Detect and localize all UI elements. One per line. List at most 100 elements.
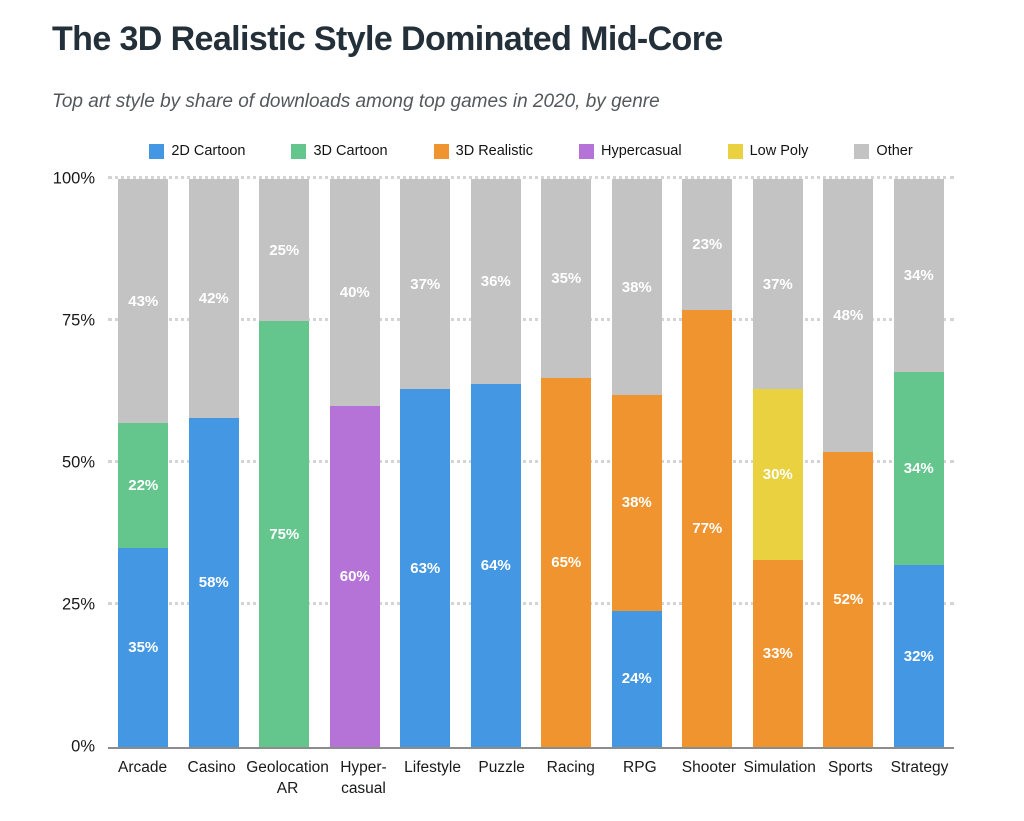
x-tick-label-arcade: Arcade (117, 759, 168, 777)
gridline (108, 602, 954, 606)
chart-subtitle: Top art style by share of downloads amon… (52, 91, 660, 113)
segment-value-label: 65% (551, 554, 582, 571)
bar-cell-shooter: 77% 23% (672, 179, 743, 748)
bar-cell-hyper-casual: 60% 40% (320, 179, 391, 748)
x-tick-label-geolocation-ar: Geolocation AR (246, 759, 329, 798)
segment-value-label: 64% (480, 556, 511, 574)
segment-value-label: 32% (903, 647, 934, 665)
bar-racing: 65% 35% (541, 179, 592, 748)
y-tick-label: 75% (61, 311, 95, 330)
segment-value-label: 75% (269, 525, 300, 543)
bar-segment-other: 37% (752, 179, 803, 390)
y-tick-label: 25% (61, 595, 95, 614)
bar-segment-3d-cartoon: 34% (893, 372, 944, 566)
segment-value-label: 58% (198, 573, 229, 591)
bar-segment-other: 35% (541, 179, 592, 378)
x-tick-label-lifestyle: Lifestyle (404, 759, 461, 777)
legend: 2D Cartoon 3D Cartoon 3D Realistic Hypercas… (108, 143, 954, 159)
chart-title: The 3D Realistic Style Dominated Mid-Cor… (52, 20, 723, 58)
bar-segment-other: 38% (611, 179, 662, 395)
bar-segment-hypercasual: 60% (329, 406, 380, 748)
legend-item-3d-realistic: 3D Realistic (433, 143, 533, 160)
bar-cell-lifestyle: 63% 37% (390, 179, 461, 748)
bar-segment-other: 48% (823, 179, 874, 452)
bar-cell-racing: 65% 35% (531, 179, 602, 748)
bar-cell-casino: 58% 42% (179, 179, 250, 748)
bar-segment-3d-cartoon: 22% (118, 423, 169, 549)
x-tick-label-casino: Casino (187, 759, 236, 777)
x-tick-label-hyper-casual: Hyper- casual (340, 759, 387, 798)
bar-segment-3d-realistic: 65% (541, 377, 592, 748)
chart-page: The 3D Realistic Style Dominated Mid-Cor… (52, 20, 955, 800)
bar-segment-2d-cartoon: 32% (893, 565, 944, 748)
legend-item-low-poly: Low Poly (727, 143, 809, 160)
legend-swatch-3d-cartoon (291, 143, 307, 159)
segment-value-label: 35% (551, 270, 582, 287)
bar-cell-sports: 52% 48% (813, 179, 884, 748)
bar-cell-simulation: 33% 30% 37% (743, 179, 814, 748)
legend-item-other: Other (854, 143, 913, 159)
bar-segment-other: 25% (259, 179, 310, 322)
segment-value-label: 60% (339, 568, 370, 586)
bar-segment-2d-cartoon: 63% (400, 389, 451, 748)
segment-value-label: 23% (692, 235, 723, 253)
y-tick-label: 100% (52, 169, 95, 188)
bar-cell-strategy: 32% 34% 34% (884, 179, 955, 748)
bar-segment-low-poly: 30% (752, 389, 803, 560)
legend-label: 3D Cartoon (313, 143, 388, 160)
bar-puzzle: 64% 36% (470, 179, 521, 748)
x-tick-label-simulation: Simulation (743, 759, 816, 777)
segment-value-label: 33% (762, 644, 793, 662)
bar-segment-3d-realistic: 33% (752, 559, 803, 748)
bar-segment-other: 34% (893, 179, 944, 373)
bar-lifestyle: 63% 37% (400, 179, 451, 748)
bar-geolocation-ar: 75% 25% (259, 179, 310, 748)
plot-area: 0% 25% 50% 75% 100% 35% 22% 43% 58% 42% 75% 25% 60%… (53, 170, 955, 756)
segment-value-label: 34% (903, 460, 934, 478)
x-tick-label-shooter: Shooter (681, 759, 737, 777)
bar-segment-3d-realistic: 77% (682, 309, 733, 748)
legend-swatch-low-poly (727, 143, 743, 159)
bar-cell-rpg: 24% 38% 38% (602, 179, 673, 748)
gridline (108, 318, 954, 322)
x-axis: Arcade Casino Geolocation AR Hyper- casual L… (108, 749, 954, 800)
segment-value-label: 38% (621, 278, 652, 296)
segment-value-label: 77% (692, 519, 723, 537)
segment-value-label: 37% (762, 275, 793, 293)
segment-value-label: 35% (128, 639, 159, 657)
gridline (108, 176, 954, 180)
bar-rpg: 24% 38% 38% (611, 179, 662, 748)
segment-value-label: 25% (269, 241, 300, 259)
legend-swatch-hypercasual (578, 143, 594, 159)
bar-cell-geolocation-ar: 75% 25% (249, 179, 320, 748)
legend-label: 3D Realistic (455, 143, 533, 160)
legend-label: 2D Cartoon (171, 143, 246, 160)
segment-value-label: 36% (480, 272, 511, 290)
bar-segment-2d-cartoon: 24% (611, 610, 662, 748)
bar-casino: 58% 42% (188, 179, 239, 748)
legend-swatch-2d-cartoon (149, 143, 165, 159)
bar-segment-3d-realistic: 52% (823, 451, 874, 748)
legend-item-hypercasual: Hypercasual (578, 143, 682, 160)
segment-value-label: 37% (410, 275, 441, 293)
x-tick-label-puzzle: Puzzle (478, 759, 525, 777)
y-tick-label: 0% (71, 737, 95, 756)
bar-hyper-casual: 60% 40% (329, 179, 380, 748)
legend-label: Low Poly (749, 143, 809, 160)
segment-value-label: 24% (621, 670, 652, 688)
legend-swatch-other (854, 143, 870, 159)
bar-strategy: 32% 34% 34% (893, 179, 944, 748)
x-tick-label-racing: Racing (546, 759, 595, 777)
segment-value-label: 40% (339, 284, 370, 302)
bar-segment-other: 42% (188, 179, 239, 418)
bar-cell-puzzle: 64% 36% (461, 179, 532, 748)
bar-segment-other: 36% (470, 179, 521, 384)
segment-value-label: 43% (128, 292, 159, 310)
bar-arcade: 35% 22% 43% (118, 179, 169, 748)
x-tick-label-sports: Sports (828, 759, 873, 777)
bar-segment-other: 37% (400, 179, 451, 390)
legend-label: Hypercasual (600, 143, 682, 160)
legend-swatch-3d-realistic (433, 143, 449, 159)
bar-cell-arcade: 35% 22% 43% (108, 179, 179, 748)
bar-segment-3d-cartoon: 75% (259, 321, 310, 748)
